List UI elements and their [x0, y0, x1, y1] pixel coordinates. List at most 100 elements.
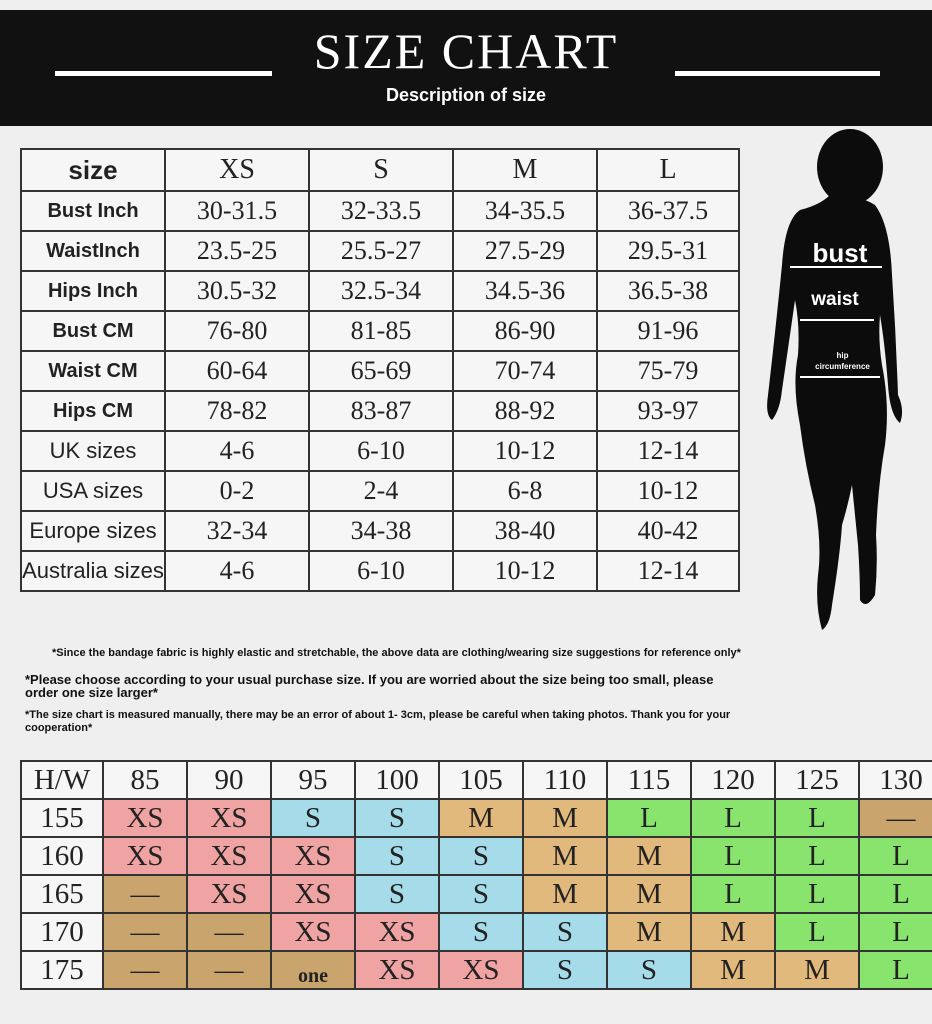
row-label: USA sizes [20, 470, 166, 512]
header-cell: 100 [354, 760, 440, 800]
row-label: 155 [20, 798, 104, 838]
cell: 70-74 [452, 350, 598, 392]
cell: S [438, 836, 524, 876]
cell: L [774, 798, 860, 838]
cell: 32-33.5 [308, 190, 454, 232]
row-label: 165 [20, 874, 104, 914]
cell: 12-14 [596, 550, 740, 592]
note: *Since the bandage fabric is highly elas… [52, 647, 741, 659]
row-label: 170 [20, 912, 104, 952]
cell: 23.5-25 [164, 230, 310, 272]
cell: 6-8 [452, 470, 598, 512]
waist-label: waist [811, 289, 859, 310]
cell: XS [186, 836, 272, 876]
row: USA sizes 0-2 2-4 6-8 10-12 [20, 470, 740, 512]
cell: — [102, 950, 188, 990]
cell: 6-10 [308, 430, 454, 472]
cell: — [186, 912, 272, 952]
cell: 93-97 [596, 390, 740, 432]
header-cell: M [452, 148, 598, 192]
cell: — [102, 874, 188, 914]
cell: — [858, 798, 932, 838]
cell: S [522, 950, 608, 990]
cell: 10-12 [452, 550, 598, 592]
cell: 36-37.5 [596, 190, 740, 232]
subtitle: Description of size [385, 85, 547, 105]
header-cell: 130 [858, 760, 932, 800]
row: Bust Inch 30-31.5 32-33.5 34-35.5 36-37.5 [20, 190, 740, 232]
cell: L [606, 798, 692, 838]
row-label: Europe sizes [20, 510, 166, 552]
row-label: Waist CM [20, 350, 166, 392]
header-cell: 125 [774, 760, 860, 800]
title: SIZE CHART [313, 23, 619, 79]
row: Australia sizes 4-6 6-10 10-12 12-14 [20, 550, 740, 592]
row-label: UK sizes [20, 430, 166, 472]
header-cell: S [308, 148, 454, 192]
hw-table: H/W 85 90 95 100 105 110 115 120 125 130 155 XS XS S S M… [20, 760, 932, 990]
cell: L [774, 874, 860, 914]
header-cell: XS [164, 148, 310, 192]
cell: XS [270, 836, 356, 876]
rule [675, 71, 880, 76]
cell: 60-64 [164, 350, 310, 392]
hip-label: hip circumference [815, 351, 870, 371]
cell: 38-40 [452, 510, 598, 552]
cell: M [438, 798, 524, 838]
cell: M [606, 874, 692, 914]
cell: 30.5-32 [164, 270, 310, 312]
cell: L [774, 912, 860, 952]
header-cell: 105 [438, 760, 524, 800]
cell: 30-31.5 [164, 190, 310, 232]
cell: XS [186, 874, 272, 914]
cell: XS [354, 950, 440, 990]
cell: S [606, 950, 692, 990]
row: Europe sizes 32-34 34-38 38-40 40-42 [20, 510, 740, 552]
cell: M [522, 836, 608, 876]
header-cell: 95 [270, 760, 356, 800]
cell: 88-92 [452, 390, 598, 432]
cell: M [690, 950, 776, 990]
cell: 6-10 [308, 550, 454, 592]
cell: 25.5-27 [308, 230, 454, 272]
cell: 12-14 [596, 430, 740, 472]
cell: 91-96 [596, 310, 740, 352]
cell: S [438, 874, 524, 914]
cell: M [606, 912, 692, 952]
cell: S [354, 874, 440, 914]
cell: M [522, 874, 608, 914]
row-label: Hips CM [20, 390, 166, 432]
header-cell: 115 [606, 760, 692, 800]
cell: 34-38 [308, 510, 454, 552]
cell: L [858, 874, 932, 914]
row: 165— XS XS S S M M L L L [20, 874, 932, 914]
header-cell: 85 [102, 760, 188, 800]
cell: M [774, 950, 860, 990]
note: *The size chart is measured manually, th… [25, 709, 731, 734]
cell: 75-79 [596, 350, 740, 392]
note: *Please choose according to your usual p… [25, 672, 714, 700]
cell: L [690, 836, 776, 876]
cell: L [858, 912, 932, 952]
cell: L [858, 950, 932, 990]
row: 160 XS XS XS S S M M L L L [20, 836, 932, 876]
cell: 32-34 [164, 510, 310, 552]
header-cell: 90 [186, 760, 272, 800]
row: 175— — one XS XS S S M M L [20, 950, 932, 990]
cell: 32.5-34 [308, 270, 454, 312]
size-table: size XS S M L Bust Inch 30-31.5 32-33.5 34-35.5 3… [20, 148, 740, 592]
row-label: Bust CM [20, 310, 166, 352]
cell: L [690, 874, 776, 914]
cell: XS [102, 798, 188, 838]
cell: XS [186, 798, 272, 838]
row: Bust CM 76-80 81-85 86-90 91-96 [20, 310, 740, 352]
cell: M [690, 912, 776, 952]
row-label: 175 [20, 950, 104, 990]
cell: 65-69 [308, 350, 454, 392]
row: 170— — XS XS S S M M L L [20, 912, 932, 952]
rule [55, 71, 272, 76]
cell: XS [270, 874, 356, 914]
row-label: Australia sizes [20, 550, 166, 592]
cell: S [270, 798, 356, 838]
